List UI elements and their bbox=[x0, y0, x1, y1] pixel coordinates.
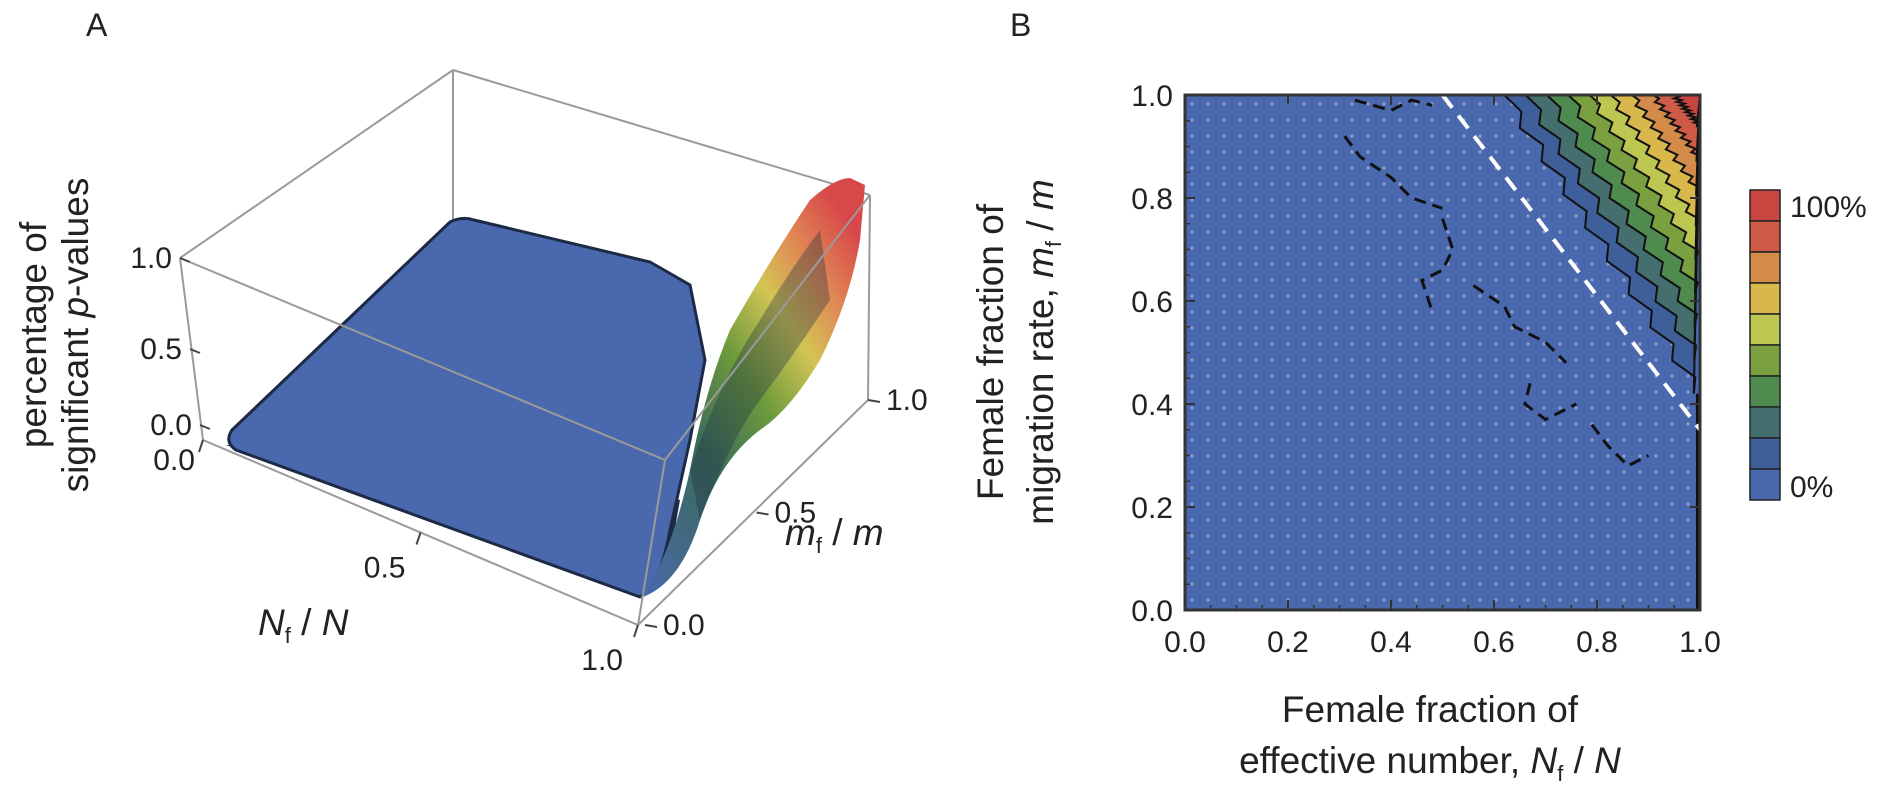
y-axis-label: mf / m bbox=[785, 512, 884, 558]
x-tick-label: 0.5 bbox=[364, 552, 406, 585]
contour-band bbox=[1674, 95, 1700, 126]
contour-line bbox=[1503, 95, 1700, 394]
dashed-contour bbox=[1472, 284, 1568, 364]
contour-line bbox=[1546, 95, 1700, 327]
colorbar-swatch bbox=[1749, 313, 1781, 346]
y-axis: 0.0 0.2 0.4 0.6 0.8 1.0 bbox=[1131, 80, 1700, 628]
dashed-contour bbox=[1523, 383, 1578, 422]
y-tick-label: 0.4 bbox=[1131, 389, 1173, 422]
surface-ridge bbox=[640, 178, 865, 598]
surface-plot bbox=[226, 178, 865, 599]
colorbar bbox=[1749, 189, 1781, 501]
z-tick-label: 0.5 bbox=[140, 333, 182, 366]
contour-line bbox=[1670, 95, 1700, 128]
x-axis-label: Nf / N bbox=[258, 602, 349, 648]
y-tick-label: 0.5 bbox=[775, 497, 817, 530]
z-tick-mark bbox=[189, 348, 201, 354]
z-axis-label: percentage of significant p-values bbox=[13, 178, 96, 493]
x-tick-label: 0.8 bbox=[1576, 626, 1618, 659]
contour-line bbox=[1524, 95, 1700, 361]
y-tick-mark bbox=[644, 624, 658, 628]
x-tick-mark bbox=[198, 439, 204, 453]
x-tick-label: 0.0 bbox=[1164, 626, 1206, 659]
x-tick-label: 1.0 bbox=[581, 644, 623, 677]
y-tick-label: 0.6 bbox=[1131, 286, 1173, 319]
contour-line bbox=[1588, 95, 1700, 261]
x-tick-mark bbox=[415, 532, 422, 545]
x-axis-label-line1: Female fraction of bbox=[1282, 689, 1579, 730]
colorbar-swatch bbox=[1749, 468, 1781, 501]
y-axis-label-line1: Female fraction of bbox=[970, 203, 1011, 500]
y-tick-label: 1.0 bbox=[1131, 80, 1173, 113]
colorbar-swatch bbox=[1749, 406, 1781, 439]
y-tick-label: 0.2 bbox=[1131, 492, 1173, 525]
y-axis: 0.0 0.5 1.0 bbox=[644, 384, 928, 642]
colorbar-swatch bbox=[1749, 344, 1781, 377]
surface-plateau bbox=[227, 216, 707, 599]
y-tick-label: 0.8 bbox=[1131, 183, 1173, 216]
colorbar-swatch bbox=[1749, 251, 1781, 284]
z-axis: 0.0 0.5 1.0 bbox=[130, 242, 211, 442]
colorbar-swatch bbox=[1749, 437, 1781, 470]
surface-ridge-shade bbox=[690, 230, 830, 520]
y-tick-mark bbox=[867, 399, 881, 403]
dashed-contour bbox=[1420, 218, 1455, 312]
panel-a: A bbox=[13, 7, 928, 677]
x-axis: 0.0 0.2 0.4 0.6 0.8 1.0 bbox=[1164, 95, 1721, 659]
x-tick-label: 0.4 bbox=[1370, 626, 1412, 659]
panel-a-label: A bbox=[86, 7, 108, 43]
colorbar-swatch bbox=[1749, 375, 1781, 408]
z-tick-mark bbox=[179, 257, 191, 263]
dashed-contour bbox=[1590, 423, 1650, 468]
contour-line bbox=[1567, 95, 1700, 294]
z-tick-mark bbox=[199, 424, 211, 430]
contour-line bbox=[1631, 95, 1700, 197]
z-label-line1: percentage of bbox=[13, 221, 54, 448]
x-tick-label: 1.0 bbox=[1679, 626, 1721, 659]
y-tick-label: 1.0 bbox=[886, 384, 928, 417]
x-tick-label: 0.6 bbox=[1473, 626, 1515, 659]
z-tick-label: 0.0 bbox=[150, 409, 192, 442]
dashed-contours bbox=[1343, 98, 1650, 468]
dashed-contour bbox=[1354, 98, 1433, 113]
colorbar-min-label: 0% bbox=[1790, 471, 1833, 504]
contour-line bbox=[1652, 95, 1700, 162]
contour-line bbox=[1609, 95, 1700, 227]
x-tick-mark bbox=[633, 624, 639, 638]
contour-lines bbox=[1503, 95, 1700, 610]
x-axis: 0.0 0.5 1.0 bbox=[153, 439, 639, 677]
y-axis-label-line2: migration rate, mf / m bbox=[1020, 179, 1066, 524]
dashed-contour bbox=[1343, 135, 1443, 210]
panel-b-label: B bbox=[1010, 7, 1031, 43]
colorbar-swatch bbox=[1749, 282, 1781, 315]
y-tick-label: 0.0 bbox=[663, 609, 705, 642]
y-axis-label: Female fraction of migration rate, mf / … bbox=[970, 179, 1066, 524]
z-label-line2: significant p-values bbox=[55, 178, 96, 493]
x-axis-label-line2: effective number, Nf / N bbox=[1239, 740, 1621, 786]
z-tick-label: 1.0 bbox=[130, 242, 172, 275]
y-tick-mark bbox=[756, 511, 769, 516]
colorbar-swatch bbox=[1749, 220, 1781, 253]
x-tick-label: 0.0 bbox=[153, 444, 195, 477]
panel-b: B 0.0 0.2 0.4 0.6 0.8 1.0 0.00.20.40.60.81.0 … bbox=[970, 7, 1867, 786]
colorbar-max-label: 100% bbox=[1790, 191, 1867, 224]
x-tick-label: 0.2 bbox=[1267, 626, 1309, 659]
colorbar-swatch bbox=[1749, 189, 1781, 222]
y-tick-label: 0.0 bbox=[1131, 595, 1173, 628]
threshold-line bbox=[1440, 95, 1700, 431]
surface-box-front bbox=[179, 194, 871, 626]
contour-plot-area bbox=[1185, 95, 1700, 610]
